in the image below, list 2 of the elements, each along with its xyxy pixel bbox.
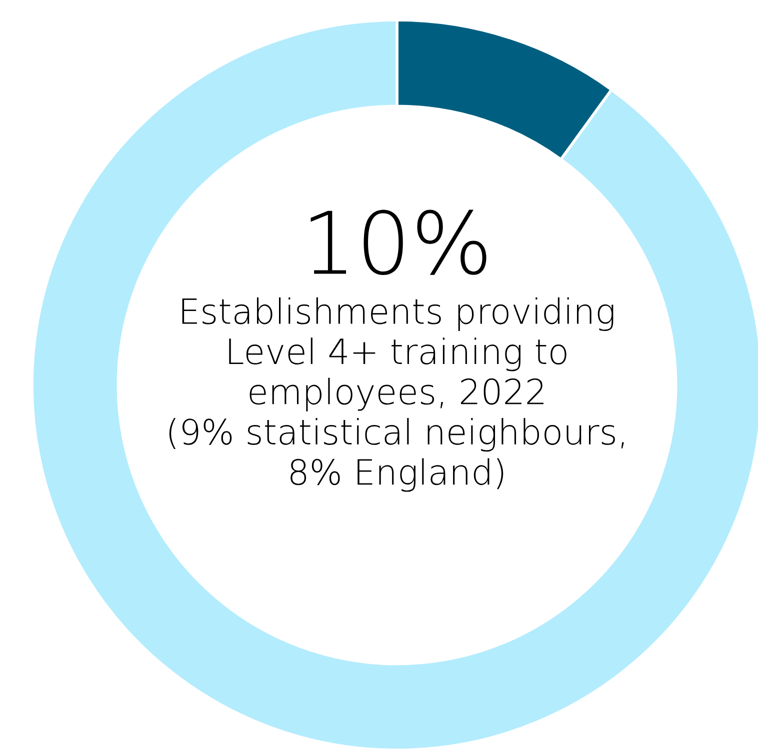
text: 10% — [310, 210, 486, 275]
text: Establishments providing Level 4+ training to employees, 2022 (9% statistical neighbours, 8% England) — [169, 297, 624, 492]
